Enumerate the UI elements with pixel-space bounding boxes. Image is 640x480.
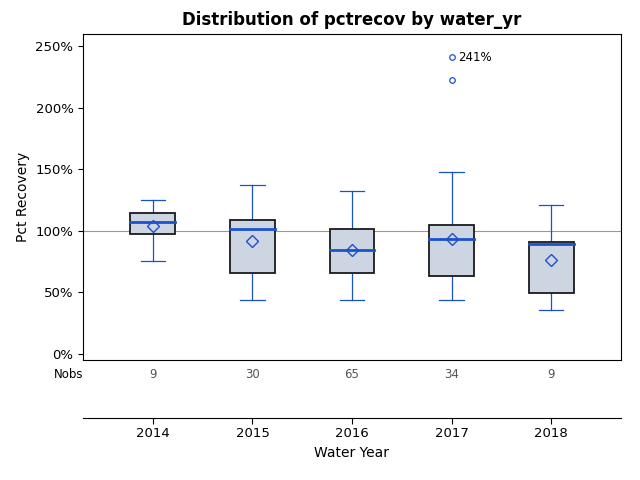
Bar — [429, 225, 474, 276]
Text: 9: 9 — [547, 368, 555, 381]
Bar — [131, 214, 175, 234]
Title: Distribution of pctrecov by water_yr: Distribution of pctrecov by water_yr — [182, 11, 522, 29]
Text: 65: 65 — [344, 368, 360, 381]
Bar — [230, 219, 275, 273]
Bar — [330, 229, 374, 273]
Text: 241%: 241% — [458, 50, 492, 63]
Y-axis label: Pct Recovery: Pct Recovery — [16, 152, 30, 242]
Text: 34: 34 — [444, 368, 459, 381]
Text: 9: 9 — [149, 368, 157, 381]
Text: Nobs: Nobs — [54, 368, 83, 381]
X-axis label: Water Year: Water Year — [314, 446, 390, 460]
Text: 30: 30 — [245, 368, 260, 381]
Bar — [529, 242, 573, 293]
